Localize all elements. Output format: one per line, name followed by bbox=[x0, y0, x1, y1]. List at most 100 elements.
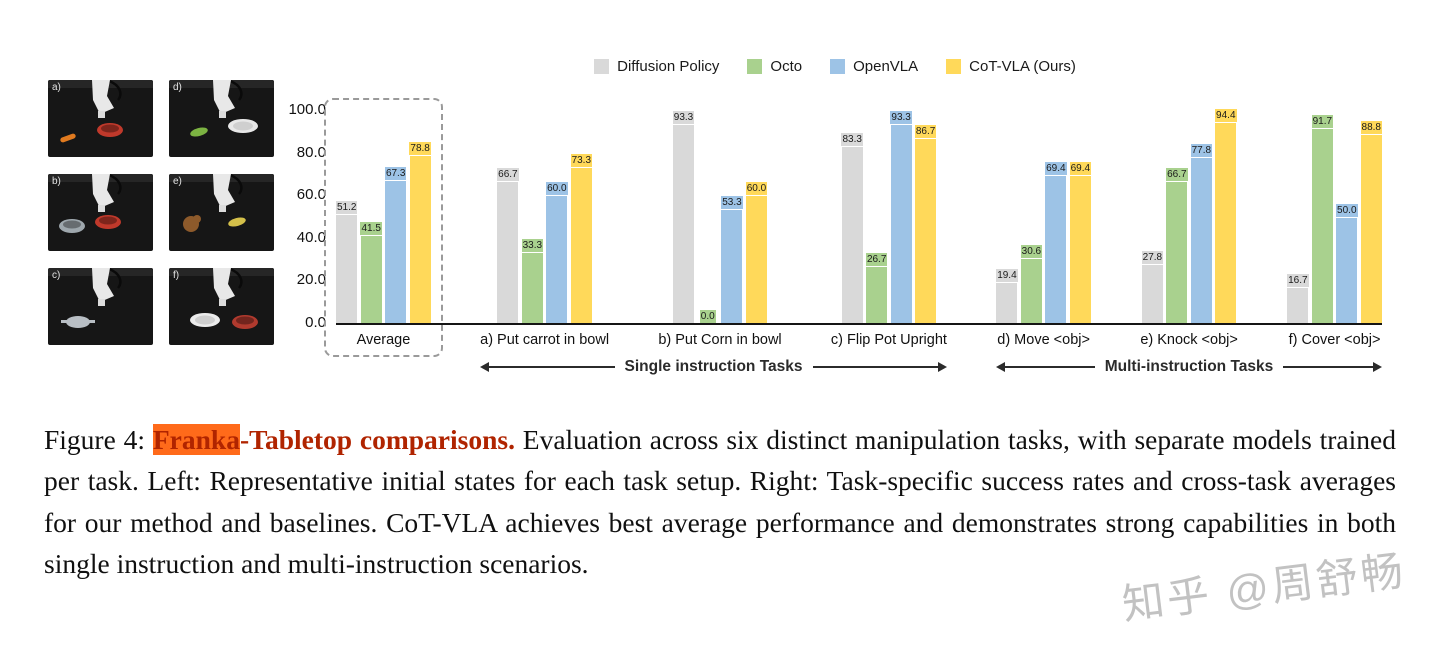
bar-value-label: 77.8 bbox=[1190, 144, 1213, 158]
bar-diffusion-policy bbox=[497, 181, 519, 324]
bar-openvla bbox=[1045, 176, 1067, 324]
category-label: Average bbox=[356, 332, 411, 348]
y-tick-label: 80.0 bbox=[296, 143, 326, 161]
bar-value-label: 16.7 bbox=[1287, 274, 1309, 288]
bar-value-label: 86.7 bbox=[914, 125, 937, 139]
bar-value-label: 93.3 bbox=[672, 111, 695, 125]
bar-octo bbox=[1166, 181, 1188, 324]
bar-value-label: 41.5 bbox=[360, 221, 382, 235]
robot-scene-image bbox=[48, 268, 153, 345]
task-image-label: d) bbox=[173, 82, 182, 93]
legend-swatch bbox=[594, 58, 610, 74]
bar-cot-vla-ours- bbox=[409, 156, 431, 324]
bar-value-label: 66.7 bbox=[497, 167, 519, 181]
task-span-arrow-1: Multi-instruction Tasks bbox=[996, 358, 1383, 376]
arrow-left-icon bbox=[480, 362, 489, 372]
bar-value-label: 0.0 bbox=[699, 310, 716, 323]
bar-value-label: 73.3 bbox=[570, 153, 593, 167]
arrow-line bbox=[489, 366, 615, 368]
bar-group-4: 19.4 30.6 69.4 69.4 d) Move <obj> bbox=[996, 86, 1092, 351]
bar-octo bbox=[521, 253, 543, 324]
arrow-line bbox=[1005, 366, 1095, 368]
arrow-right-icon bbox=[1373, 362, 1383, 372]
caption-body: Evaluation across six distinct manipulat… bbox=[44, 424, 1396, 579]
task-image-label: b) bbox=[52, 176, 61, 187]
category-label: c) Flip Pot Upright bbox=[830, 332, 947, 348]
legend-swatch bbox=[747, 58, 763, 74]
y-tick-label: 0.0 bbox=[305, 314, 326, 331]
bar-group-6: 16.7 91.7 50.0 88.8 f) Cover <obj> bbox=[1287, 86, 1382, 351]
caption-highlight: Franka bbox=[152, 424, 240, 455]
figure-top-row: a) d) b) e) c) bbox=[0, 56, 1440, 381]
bar-group-2: 93.3 0.0 53.3 60.0 b) Put Corn in bowl bbox=[658, 86, 782, 351]
bar-value-label: 66.7 bbox=[1166, 167, 1188, 181]
task-image-a: a) bbox=[48, 80, 153, 157]
legend-item-1: Octo bbox=[747, 58, 802, 75]
bar-value-label: 53.3 bbox=[721, 196, 743, 210]
x-axis-line bbox=[336, 323, 1382, 325]
legend-label: CoT-VLA (Ours) bbox=[969, 57, 1076, 75]
bar-group-5: 27.8 66.7 77.8 94.4 e) Knock <obj> bbox=[1140, 86, 1238, 351]
bar-value-label: 69.4 bbox=[1069, 162, 1092, 176]
task-image-label: f) bbox=[173, 270, 180, 281]
bar-diffusion-policy bbox=[336, 214, 358, 324]
task-span-arrows: Single instruction Tasks Multi-instructio… bbox=[336, 355, 1383, 381]
bar-group-0: 51.2 41.5 67.3 78.8 Average bbox=[324, 86, 443, 357]
category-label: d) Move <obj> bbox=[997, 332, 1090, 348]
category-label: f) Cover <obj> bbox=[1288, 332, 1381, 348]
legend-swatch bbox=[830, 58, 846, 74]
category-label: e) Knock <obj> bbox=[1140, 332, 1238, 348]
bar-diffusion-policy bbox=[1287, 288, 1309, 324]
bar-value-label: 94.4 bbox=[1215, 108, 1237, 122]
task-span-label: Multi-instruction Tasks bbox=[1104, 358, 1274, 375]
bar-cot-vla-ours- bbox=[570, 167, 592, 324]
bar-diffusion-policy bbox=[1141, 264, 1163, 324]
bar-diffusion-policy bbox=[996, 282, 1018, 324]
robot-scene-image bbox=[169, 268, 274, 345]
bar-openvla bbox=[546, 196, 568, 324]
bar-group-1: 66.7 33.3 60.0 73.3 a) Put carrot in bowl bbox=[480, 86, 609, 351]
chart-plot: 0.0 20.0 40.0 60.0 80.0 100.0 51.2 41.5 67.3 78.… bbox=[288, 86, 1382, 357]
arrow-line bbox=[812, 366, 939, 368]
task-span-label: Single instruction Tasks bbox=[624, 358, 803, 375]
legend-item-3: CoT-VLA (Ours) bbox=[946, 58, 1076, 75]
bar-groups: 51.2 41.5 67.3 78.8 Average 66.7 33.3 60.0 73.3 a… bbox=[324, 86, 1382, 357]
bar-cot-vla-ours- bbox=[1069, 176, 1091, 324]
bar-value-label: 67.3 bbox=[384, 166, 407, 180]
y-tick-label: 60.0 bbox=[296, 186, 326, 204]
bar-value-label: 19.4 bbox=[996, 268, 1018, 282]
task-span-arrow-0: Single instruction Tasks bbox=[480, 358, 948, 376]
category-label: b) Put Corn in bowl bbox=[658, 332, 782, 348]
bar-octo bbox=[866, 267, 888, 324]
bar-cot-vla-ours- bbox=[1215, 122, 1237, 324]
robot-scene-image bbox=[169, 174, 274, 251]
bar-group-3: 83.3 26.7 93.3 86.7 c) Flip Pot Upright bbox=[831, 86, 947, 351]
bar-openvla bbox=[721, 210, 743, 324]
bar-openvla bbox=[385, 180, 407, 324]
task-thumbnails: a) d) b) e) c) bbox=[48, 80, 274, 381]
category-label: a) Put carrot in bowl bbox=[480, 332, 610, 348]
task-image-f: f) bbox=[169, 268, 274, 345]
legend-item-2: OpenVLA bbox=[830, 58, 918, 75]
task-image-b: b) bbox=[48, 174, 153, 251]
bar-cot-vla-ours- bbox=[915, 139, 937, 324]
bar-value-label: 33.3 bbox=[521, 239, 544, 253]
bar-value-label: 91.7 bbox=[1311, 114, 1334, 128]
bar-diffusion-policy bbox=[841, 146, 863, 324]
bar-value-label: 30.6 bbox=[1020, 244, 1043, 258]
caption-bold-title: -Tabletop comparisons. bbox=[239, 424, 515, 455]
bar-openvla bbox=[1336, 217, 1358, 324]
task-image-label: c) bbox=[52, 270, 61, 281]
y-tick-label: 20.0 bbox=[296, 271, 326, 289]
bar-value-label: 26.7 bbox=[865, 253, 888, 267]
chart-legend: Diffusion Policy Octo OpenVLA CoT-VLA (Ours… bbox=[288, 56, 1382, 76]
y-tick-label: 100.0 bbox=[288, 101, 326, 118]
legend-item-0: Diffusion Policy bbox=[594, 58, 719, 75]
bar-value-label: 78.8 bbox=[409, 142, 431, 156]
bar-diffusion-policy bbox=[673, 125, 695, 324]
robot-scene-image bbox=[48, 174, 153, 251]
bar-octo bbox=[1020, 258, 1042, 324]
arrow-line bbox=[1283, 366, 1374, 368]
figure-caption: Figure 4: Franka-Tabletop comparisons. E… bbox=[44, 419, 1396, 584]
bar-value-label: 50.0 bbox=[1336, 203, 1358, 217]
